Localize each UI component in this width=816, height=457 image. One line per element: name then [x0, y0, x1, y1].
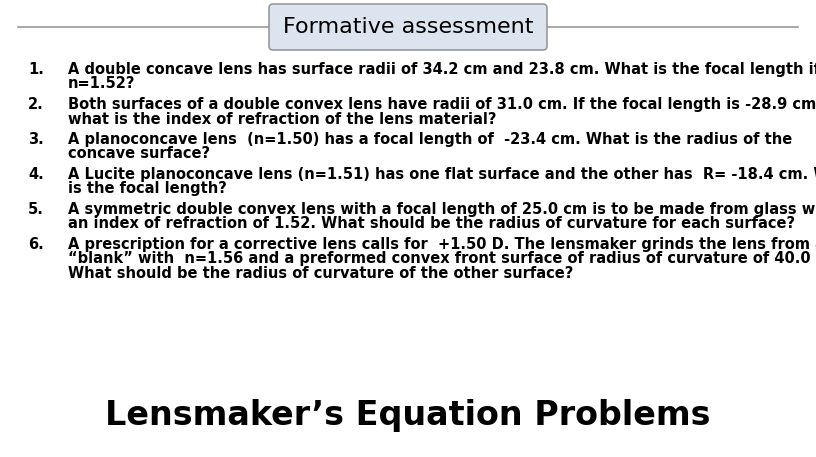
Text: 3.: 3.	[28, 132, 44, 147]
Text: 5.: 5.	[28, 202, 44, 217]
Text: 4.: 4.	[28, 167, 44, 182]
Text: Lensmaker’s Equation Problems: Lensmaker’s Equation Problems	[105, 399, 711, 431]
FancyBboxPatch shape	[269, 4, 547, 50]
Text: is the focal length?: is the focal length?	[68, 181, 227, 197]
Text: an index of refraction of 1.52. What should be the radius of curvature for each : an index of refraction of 1.52. What sho…	[68, 217, 795, 232]
Text: 1.: 1.	[28, 62, 44, 77]
Text: Both surfaces of a double convex lens have radii of 31.0 cm. If the focal length: Both surfaces of a double convex lens ha…	[68, 97, 816, 112]
Text: A Lucite planoconcave lens (n=1.51) has one flat surface and the other has  R= -: A Lucite planoconcave lens (n=1.51) has …	[68, 167, 816, 182]
Text: What should be the radius of curvature of the other surface?: What should be the radius of curvature o…	[68, 266, 574, 281]
Text: 6.: 6.	[28, 237, 44, 252]
Text: concave surface?: concave surface?	[68, 147, 211, 161]
Text: A double concave lens has surface radii of 34.2 cm and 23.8 cm. What is the foca: A double concave lens has surface radii …	[68, 62, 816, 77]
Text: A prescription for a corrective lens calls for  +1.50 D. The lensmaker grinds th: A prescription for a corrective lens cal…	[68, 237, 816, 252]
Text: Formative assessment: Formative assessment	[283, 17, 533, 37]
Text: 2.: 2.	[28, 97, 44, 112]
Text: “blank” with  n=1.56 and a preformed convex front surface of radius of curvature: “blank” with n=1.56 and a preformed conv…	[68, 251, 816, 266]
Text: n=1.52?: n=1.52?	[68, 76, 135, 91]
Text: A planoconcave lens  (n=1.50) has a focal length of  -23.4 cm. What is the radiu: A planoconcave lens (n=1.50) has a focal…	[68, 132, 792, 147]
Text: what is the index of refraction of the lens material?: what is the index of refraction of the l…	[68, 112, 496, 127]
Text: A symmetric double convex lens with a focal length of 25.0 cm is to be made from: A symmetric double convex lens with a fo…	[68, 202, 816, 217]
